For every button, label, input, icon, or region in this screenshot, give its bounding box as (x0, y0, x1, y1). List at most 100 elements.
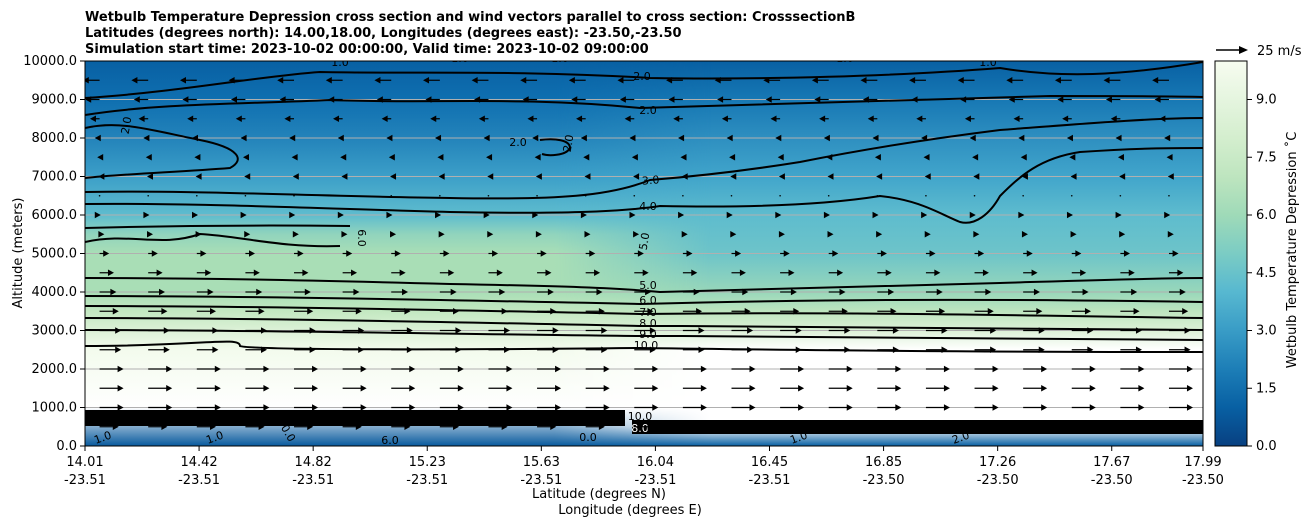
wind-vector-head (681, 173, 688, 180)
wind-vector-head (580, 134, 587, 142)
wind-vector-head (823, 211, 830, 219)
wind-vector-head (307, 308, 314, 315)
wind-vector (633, 194, 636, 197)
contour-label: 6.0 (381, 434, 399, 447)
wind-vector-head (798, 365, 805, 373)
wind-vector-head (1186, 385, 1193, 392)
x-tick-label-lon: -23.50 (1182, 473, 1224, 488)
wind-vector-head (629, 211, 636, 219)
x-tick-label-lon: -23.50 (1091, 473, 1133, 488)
wind-vector-head (811, 77, 818, 84)
x-tick-label-lat: 17.67 (1093, 455, 1130, 470)
wind-vector-head (1138, 404, 1145, 411)
wind-vector-head (143, 134, 150, 142)
wind-vector-head (240, 134, 247, 142)
wind-vector-head (291, 154, 298, 161)
wind-vector-head (346, 250, 353, 257)
wind-vector-head (545, 269, 552, 276)
quiver-key-label: 25 m/s (1257, 44, 1302, 59)
colorbar-tick-label: 9.0 (1256, 93, 1277, 108)
wind-vector-head (1008, 96, 1015, 103)
wind-vector-head (1186, 365, 1193, 373)
x-tick-label-lat: 16.85 (865, 455, 902, 470)
wind-vector-head (535, 231, 542, 238)
wind-vector-head (1087, 346, 1094, 353)
wind-vector-head (700, 385, 707, 392)
wind-vector-head (911, 96, 918, 103)
wind-vector-head (686, 250, 693, 257)
y-tick-label: 9000.0 (32, 93, 78, 108)
wind-vector-head (1041, 385, 1048, 392)
wind-vector-head (874, 154, 881, 161)
wind-vector-head (788, 269, 795, 276)
wind-vector-head (823, 134, 830, 142)
wind-vector-head (386, 211, 393, 219)
wind-vector-head (312, 385, 319, 392)
wind-vector-head (214, 385, 221, 392)
contour-label: 1.0 (788, 429, 809, 447)
contour-line (85, 317, 1203, 331)
wind-vector-head (263, 385, 270, 392)
wind-vector-head (1115, 211, 1122, 219)
wind-vector-head (107, 269, 114, 276)
x-tick-label-lat: 14.42 (180, 455, 217, 470)
wind-vector-head (1133, 423, 1140, 430)
wind-vector-head (649, 346, 656, 353)
wind-vector-head (325, 77, 332, 84)
wind-vector-head (1041, 404, 1048, 411)
wind-vector-head (115, 327, 122, 334)
wind-vector-head (923, 154, 930, 161)
y-tick-label: 4000.0 (32, 285, 78, 300)
wind-vector-head (117, 365, 124, 373)
wind-vector-head (212, 327, 219, 334)
x-tick-label-lon: -23.51 (178, 473, 220, 488)
wind-vector-head (506, 365, 513, 373)
wind-vector-head (924, 173, 931, 180)
wind-vector-head (195, 173, 202, 180)
wind-vector-head (895, 365, 902, 373)
colorbar-tick-label: 0.0 (1256, 439, 1277, 454)
wind-vector (1119, 194, 1122, 197)
wind-vector-head (110, 288, 117, 296)
contour-label: 0.0 (579, 431, 597, 444)
wind-vector-head (194, 154, 201, 161)
wind-vector (536, 194, 538, 197)
wind-vector-head (98, 173, 105, 180)
wind-vector-head (1164, 211, 1171, 219)
wind-vector-head (304, 288, 311, 296)
wind-vector-head (1128, 269, 1135, 276)
wind-vector-head (700, 365, 707, 373)
wind-vector-head (535, 173, 542, 180)
wind-vector-head (1021, 231, 1028, 238)
wind-vector-head (146, 173, 153, 180)
wind-vector-head (435, 134, 442, 142)
wind-vector-head (506, 404, 513, 411)
colorbar-tick-label: 7.5 (1256, 150, 1277, 165)
wind-vector-head (455, 327, 462, 334)
wind-vector-head (892, 327, 899, 334)
wind-vector-head (1062, 115, 1069, 122)
wind-vector-head (678, 211, 685, 219)
wind-vector-head (337, 134, 344, 142)
wind-vector-head (1020, 154, 1027, 161)
wind-vector-head (471, 77, 478, 84)
x-axis-label-latitude: Latitude (degrees N) (532, 487, 666, 502)
wind-vector-head (483, 134, 490, 142)
wind-vector-head (540, 250, 547, 257)
wind-vector (682, 194, 684, 197)
wind-vector-head (765, 96, 772, 103)
y-tick-label: 2000.0 (32, 362, 78, 377)
wind-vector-head (885, 269, 892, 276)
wind-vector-head (909, 77, 916, 84)
wind-vector-head (832, 250, 839, 257)
wind-vector-head (240, 211, 247, 219)
wind-vector-head (594, 269, 601, 276)
x-tick-label-lat: 14.01 (66, 455, 103, 470)
wind-vector-head (94, 211, 101, 219)
wind-vector (390, 194, 393, 197)
wind-vector-head (972, 154, 979, 161)
wind-vector-head (399, 269, 406, 276)
wind-vector-head (550, 308, 557, 315)
wind-vector-head (872, 211, 879, 219)
wind-vector-head (402, 288, 409, 296)
